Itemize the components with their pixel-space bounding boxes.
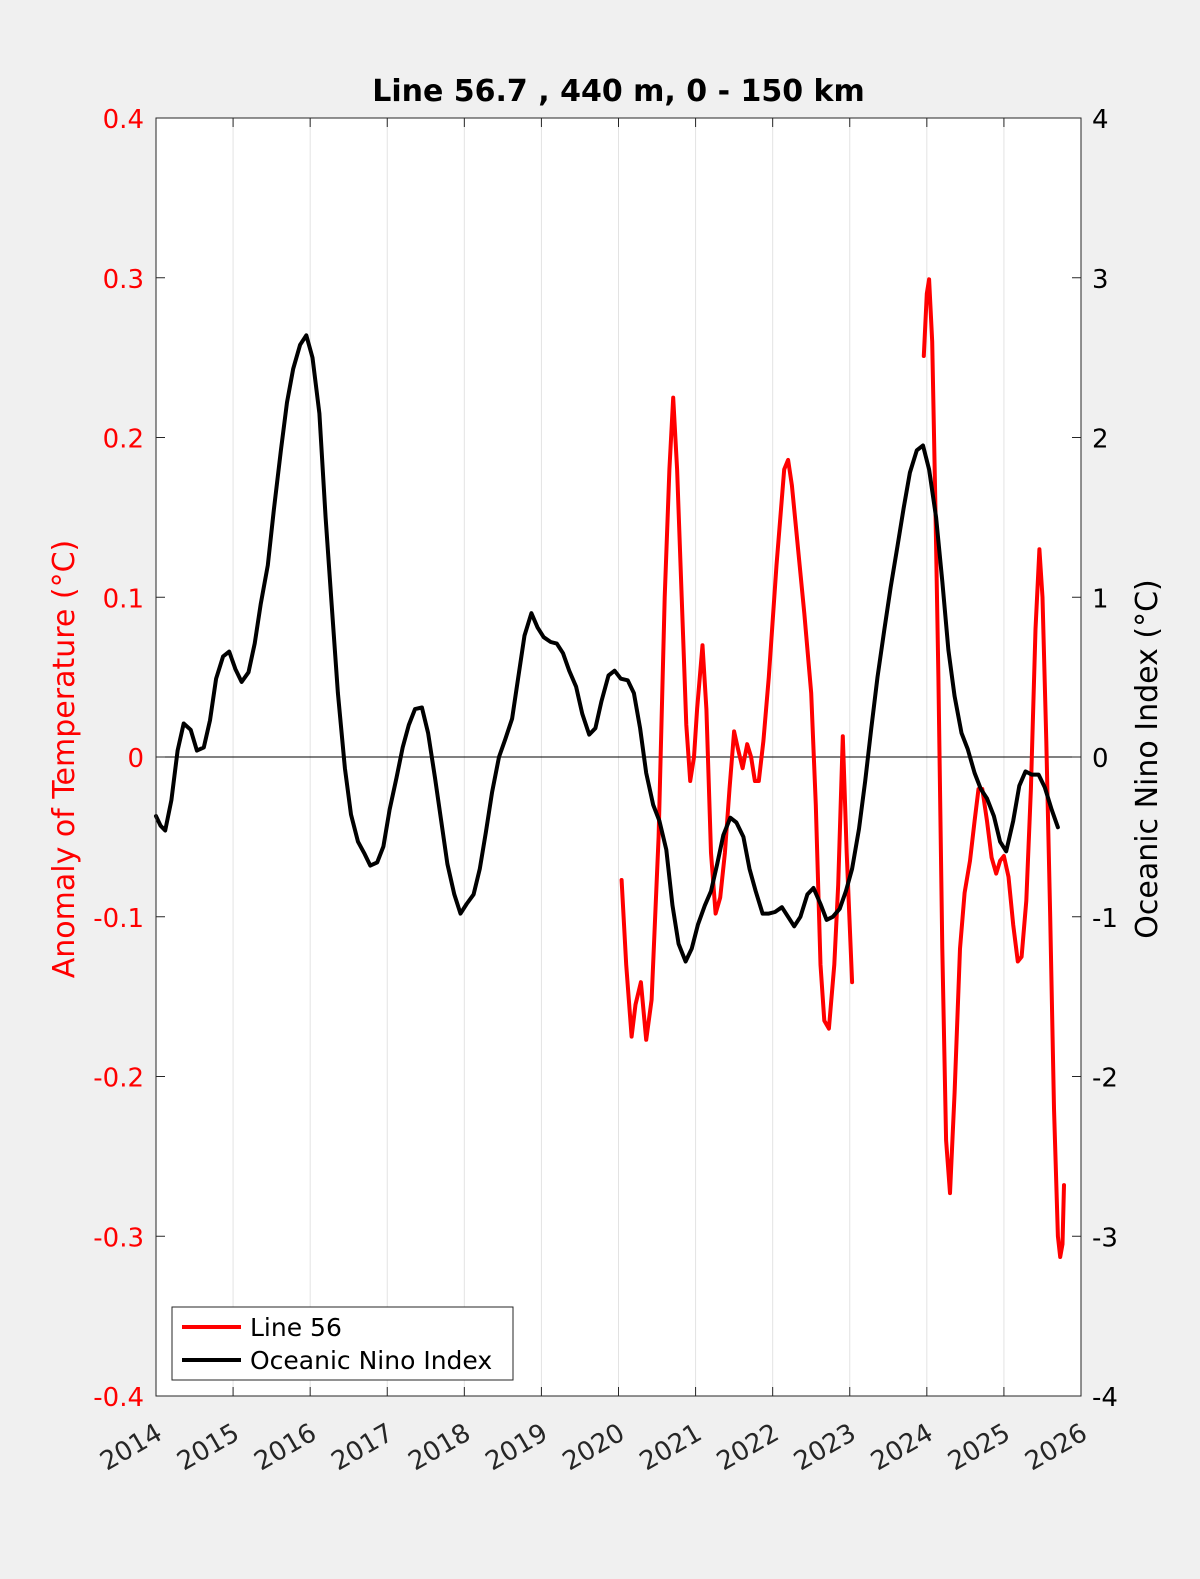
y-tick-label-right: -1 — [1092, 904, 1118, 934]
y-tick-label-right: -3 — [1092, 1223, 1118, 1253]
y-tick-label-left: -0.1 — [93, 904, 144, 934]
x-tick-label: 2025 — [943, 1418, 1015, 1477]
y-axis-label-left: Anomaly of Temperature (°C) — [47, 540, 82, 979]
x-tick-label: 2015 — [172, 1418, 244, 1477]
y-tick-label-left: -0.3 — [93, 1223, 144, 1253]
y-tick-label-right: 2 — [1092, 425, 1109, 455]
y-tick-label-right: -4 — [1092, 1383, 1118, 1413]
legend-label-line-56: Line 56 — [250, 1313, 342, 1342]
y-tick-label-left: 0.3 — [103, 265, 144, 295]
x-tick-label: 2026 — [1020, 1418, 1092, 1477]
x-tick-label: 2024 — [866, 1418, 938, 1477]
x-tick-label: 2021 — [635, 1418, 707, 1477]
y-tick-label-right: 3 — [1092, 265, 1109, 295]
legend-box — [171, 1306, 514, 1381]
x-tick-label: 2018 — [404, 1418, 476, 1477]
legend-label-oceanic-nino-index: Oceanic Nino Index — [250, 1346, 492, 1375]
x-tick-label: 2023 — [789, 1418, 861, 1477]
y-tick-label-right: 1 — [1092, 584, 1109, 614]
y-tick-label-left: 0.4 — [103, 105, 144, 135]
series-line-56 — [619, 395, 855, 1042]
series-line-56 — [921, 277, 1066, 1259]
y-tick-label-right: 0 — [1092, 744, 1109, 774]
y-tick-label-left: 0.2 — [103, 425, 144, 455]
y-axis-label-right: Oceanic Nino Index (°C) — [1130, 579, 1165, 939]
x-tick-label: 2022 — [712, 1418, 784, 1477]
y-tick-label-left: -0.2 — [93, 1064, 144, 1094]
y-tick-label-right: -2 — [1092, 1064, 1118, 1094]
y-tick-label-left: 0 — [127, 744, 144, 774]
series-lines — [154, 277, 1066, 1259]
y-tick-label-left: 0.1 — [103, 584, 144, 614]
x-tick-label: 2016 — [249, 1418, 321, 1477]
y-tick-label-right: 4 — [1092, 105, 1109, 135]
legend: Line 56 Oceanic Nino Index — [171, 1306, 514, 1381]
chart-title: Line 56.7 , 440 m, 0 - 150 km — [372, 74, 865, 109]
x-tick-label: 2014 — [95, 1418, 167, 1477]
y-tick-label-left: -0.4 — [93, 1383, 144, 1413]
x-tick-label: 2017 — [326, 1418, 398, 1477]
x-tick-label: 2020 — [558, 1418, 630, 1477]
series-oceanic-nino-index — [154, 333, 1060, 964]
x-tick-label: 2019 — [481, 1418, 553, 1477]
